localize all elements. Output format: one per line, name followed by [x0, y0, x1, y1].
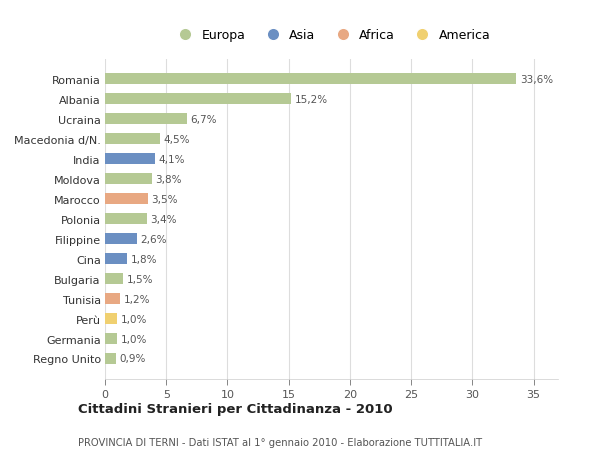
Bar [105, 274, 124, 285]
Text: 4,5%: 4,5% [164, 134, 190, 145]
Text: 3,4%: 3,4% [151, 214, 177, 224]
Bar [105, 114, 187, 125]
Text: 4,1%: 4,1% [159, 154, 185, 164]
Text: 33,6%: 33,6% [520, 75, 553, 84]
Text: 1,8%: 1,8% [131, 254, 157, 264]
Bar [105, 333, 117, 344]
Legend: Europa, Asia, Africa, America: Europa, Asia, Africa, America [167, 24, 496, 47]
Bar [105, 154, 155, 165]
Text: Cittadini Stranieri per Cittadinanza - 2010: Cittadini Stranieri per Cittadinanza - 2… [78, 403, 392, 415]
Text: 15,2%: 15,2% [295, 95, 328, 105]
Bar [105, 134, 160, 145]
Bar [105, 253, 127, 264]
Bar [105, 74, 517, 85]
Text: 0,9%: 0,9% [119, 354, 146, 364]
Bar [105, 194, 148, 205]
Bar [105, 174, 152, 185]
Bar [105, 214, 146, 224]
Text: 1,2%: 1,2% [124, 294, 150, 304]
Text: PROVINCIA DI TERNI - Dati ISTAT al 1° gennaio 2010 - Elaborazione TUTTITALIA.IT: PROVINCIA DI TERNI - Dati ISTAT al 1° ge… [78, 437, 482, 448]
Bar [105, 293, 119, 304]
Text: 1,0%: 1,0% [121, 314, 147, 324]
Bar [105, 234, 137, 245]
Text: 1,5%: 1,5% [127, 274, 154, 284]
Bar [105, 313, 117, 325]
Text: 2,6%: 2,6% [140, 234, 167, 244]
Bar [105, 353, 116, 364]
Text: 3,8%: 3,8% [155, 174, 182, 185]
Bar [105, 94, 291, 105]
Text: 1,0%: 1,0% [121, 334, 147, 344]
Text: 3,5%: 3,5% [152, 194, 178, 204]
Text: 6,7%: 6,7% [191, 115, 217, 124]
